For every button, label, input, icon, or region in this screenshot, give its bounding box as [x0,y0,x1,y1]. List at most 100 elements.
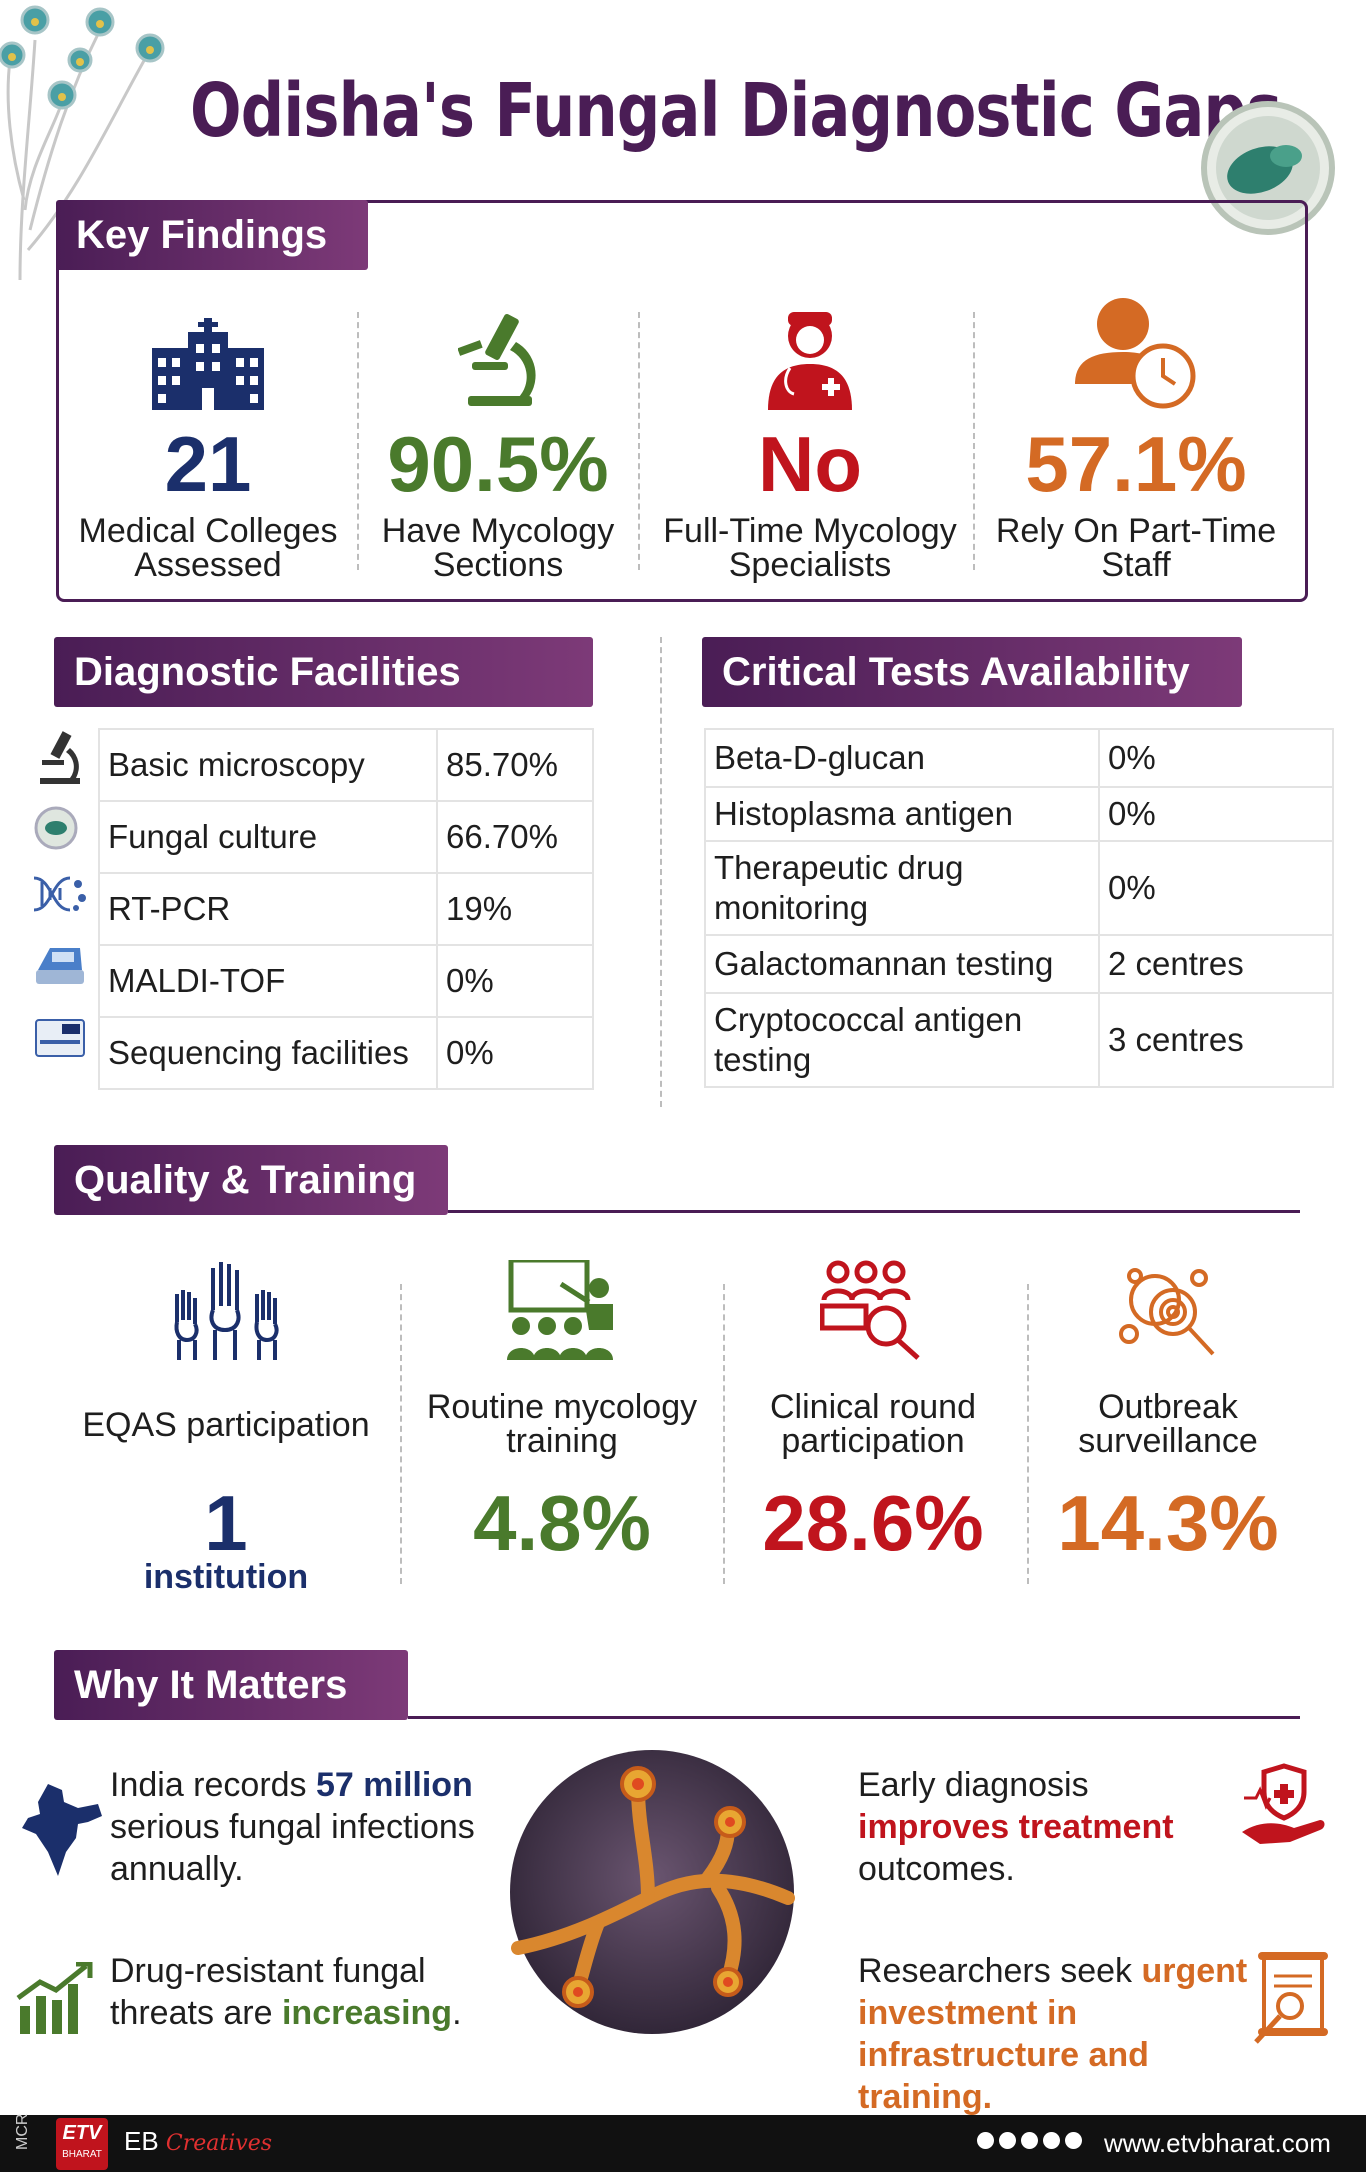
india-text-post: serious fungal infections annually. [110,1808,475,1888]
person-clock-icon [986,280,1286,410]
separator [723,1284,725,1584]
finding-mycology-sections: 90.5% Have Mycology Sections [348,280,648,582]
whatsapp-icon[interactable] [1065,2132,1082,2149]
sequencer-icon [35,1019,85,1057]
social-icons [977,2132,1082,2149]
eqas-label: EQAS participation [82,1406,370,1444]
india-map-icon [22,1784,102,1876]
facility-value: 0% [436,1016,594,1090]
facility-name: RT-PCR [98,872,438,946]
diagnostic-facilities-heading: Diagnostic Facilities [54,637,593,707]
doctor-icon [660,280,960,410]
mycology-sections-label-1: Have Mycology [381,512,615,550]
eqas-value: 1 [204,1479,248,1567]
india-highlight: 57 million [316,1766,473,1804]
test-value: 2 centres [1098,934,1334,994]
test-name: Cryptococcal antigen testing [704,992,1100,1088]
finding-colleges: 21 Medical Colleges Assessed [58,280,358,582]
microscope-icon [40,731,80,784]
eb-creatives-brand: EB Creatives [124,2126,272,2157]
drug-text-pre: Drug-resistant fungal threats are [110,1952,426,2032]
quality-training-heading: Quality & Training [54,1145,448,1215]
page-title: Odisha's Fungal Diagnostic Gaps [190,68,1282,154]
test-name: Therapeutic drug monitoring [704,840,1100,936]
early-text-post: outcomes. [858,1850,1015,1888]
petri-dish-icon [34,806,78,850]
separator [357,312,359,570]
quality-clinical-rounds: Clinical round participation 28.6% [723,1250,1023,1568]
facility-value: 66.70% [436,800,594,874]
table-row: RT-PCR 19% [98,872,594,946]
microscope-icon [348,280,648,410]
facility-value: 19% [436,872,594,946]
instagram-icon[interactable] [1021,2132,1038,2149]
critical-tests-table: Beta-D-glucan 0% Histoplasma antigen 0% Th… [704,728,1334,1088]
website-url[interactable]: www.etvbharat.com [1104,2128,1331,2158]
facility-name: MALDI-TOF [98,944,438,1018]
finding-part-time: 57.1% Rely On Part-Time Staff [986,280,1286,582]
raised-hands-icon [76,1250,376,1360]
test-name: Beta-D-glucan [704,728,1100,788]
diagnostic-facilities-table: Basic microscopy 85.70% Fungal culture 66.… [98,728,594,1090]
facility-name: Basic microscopy [98,728,438,802]
key-findings-heading: Key Findings [56,200,368,270]
facebook-icon[interactable] [977,2132,994,2149]
table-row: MALDI-TOF 0% [98,944,594,1018]
test-name: Galactomannan testing [704,934,1100,994]
facility-name: Sequencing facilities [98,1016,438,1090]
fungus-sketch-decoration [0,5,165,280]
hospital-building-icon [58,280,358,410]
separator [400,1284,402,1584]
surveillance-value: 14.3% [1057,1479,1279,1567]
dna-icon [33,876,86,912]
brand-eb: EB [124,2126,159,2156]
test-value: 0% [1098,786,1334,842]
analyzer-icon [36,948,84,984]
etv-sub: BHARAT [62,2149,102,2160]
drug-text-post: . [452,1994,462,2032]
test-name: Histoplasma antigen [704,786,1100,842]
mcr-label: MCR [14,2113,31,2150]
virus-magnifier-icon [1018,1250,1318,1360]
x-icon[interactable] [999,2132,1016,2149]
research-text: Researchers seek urgent investment in in… [858,1950,1278,2118]
india-text-pre: India records [110,1766,316,1804]
early-highlight: improves treatment [858,1808,1174,1846]
part-time-label-1: Rely On Part-Time [995,512,1277,550]
surveillance-label: Outbreak surveillance [1078,1388,1258,1460]
footer-bar [0,2115,1366,2172]
table-row: Basic microscopy 85.70% [98,728,594,802]
etv-bharat-logo: ETV BHARAT [56,2118,108,2170]
eqas-sub: institution [143,1558,309,1596]
table-row: Galactomannan testing 2 centres [704,934,1334,994]
facility-value: 85.70% [436,728,594,802]
section-rule [448,1210,1300,1213]
mycology-sections-value: 90.5% [387,420,609,508]
separator [1027,1284,1029,1584]
research-highlight: urgent investment in infrastructure and … [858,1952,1248,2116]
separator [638,312,640,570]
table-row: Histoplasma antigen 0% [704,786,1334,842]
table-row: Therapeutic drug monitoring 0% [704,840,1334,936]
test-value: 3 centres [1098,992,1334,1088]
training-value: 4.8% [473,1479,651,1567]
research-text-pre: Researchers seek [858,1952,1142,1990]
table-row: Sequencing facilities 0% [98,1016,594,1090]
growth-chart-icon [16,1962,93,2034]
quality-surveillance: Outbreak surveillance 14.3% [1018,1250,1318,1568]
quality-training: Routine mycology training 4.8% [412,1250,712,1568]
table-row: Fungal culture 66.70% [98,800,594,874]
colleges-label-1: Medical Colleges [78,512,338,550]
finding-specialists: No Full-Time Mycology Specialists [660,280,960,582]
fungus-microscopy-image [510,1750,795,2034]
early-text-pre: Early diagnosis [858,1766,1089,1804]
quality-eqas: EQAS participation 1 institution [76,1250,376,1594]
mycology-sections-label-2: Sections [432,546,564,584]
early-diagnosis-text: Early diagnosis improves treatment outco… [858,1764,1228,1890]
part-time-label-2: Staff [1101,546,1171,584]
youtube-icon[interactable] [1043,2132,1060,2149]
drug-highlight: increasing [281,1994,453,2032]
colleges-label-2: Assessed [134,546,282,584]
clinical-rounds-value: 28.6% [762,1479,984,1567]
hand-shield-icon [1242,1763,1325,1844]
